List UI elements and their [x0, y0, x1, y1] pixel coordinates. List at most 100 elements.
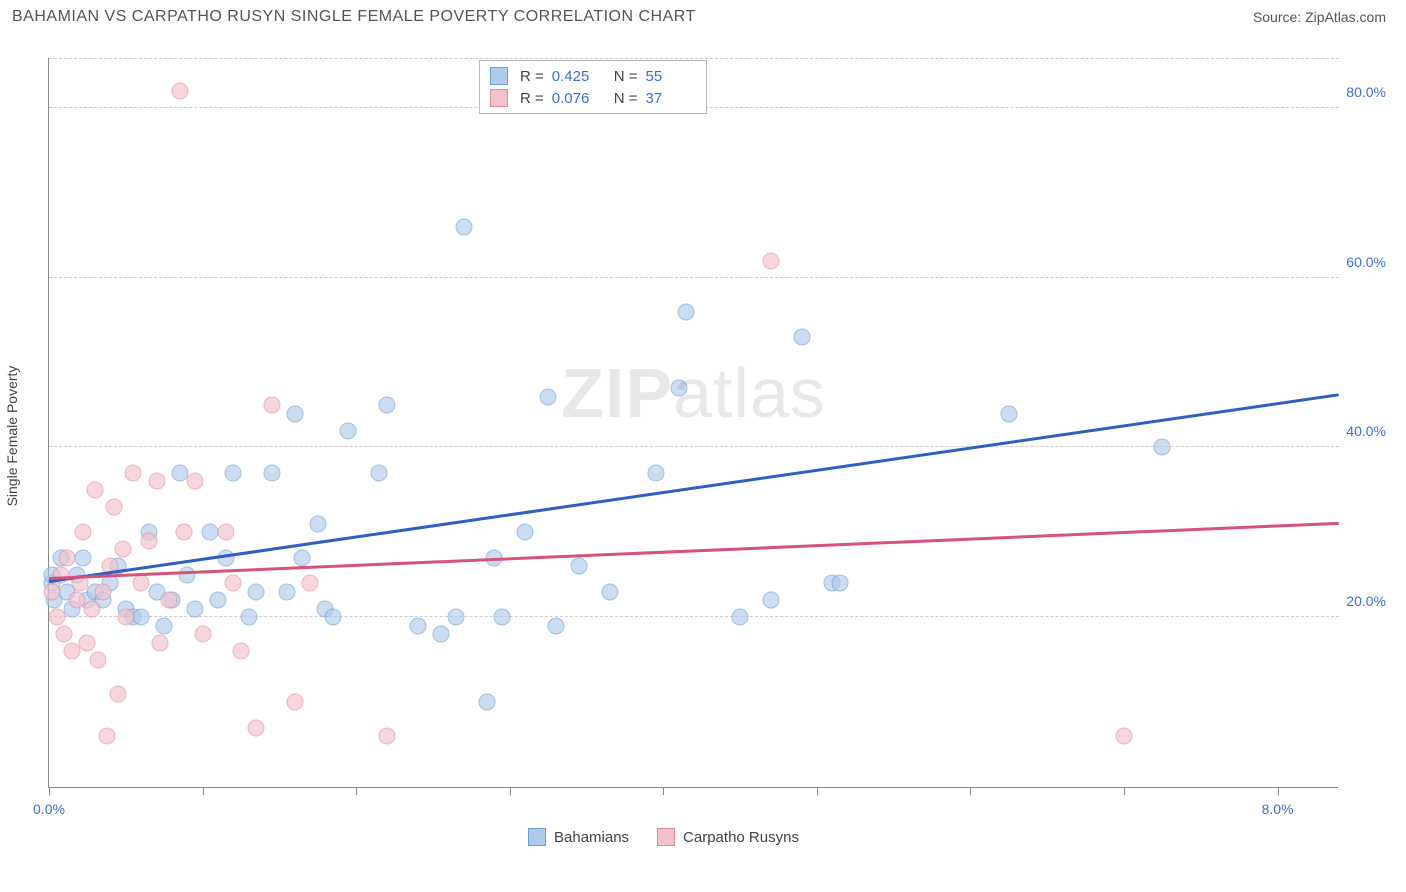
- data-point: [302, 575, 319, 592]
- stat-r-value: 0.425: [552, 68, 602, 85]
- x-tick: [817, 787, 818, 795]
- scatter-chart: Single Female Poverty ZIPatlas R =0.425N…: [48, 58, 1388, 814]
- trend-line: [49, 521, 1339, 579]
- data-point: [340, 422, 357, 439]
- legend-swatch: [490, 67, 508, 85]
- data-point: [90, 651, 107, 668]
- data-point: [133, 609, 150, 626]
- y-axis-label: Single Female Poverty: [4, 366, 20, 507]
- chart-header: BAHAMIAN VS CARPATHO RUSYN SINGLE FEMALE…: [0, 0, 1406, 30]
- stat-n-label: N =: [614, 68, 638, 85]
- x-tick-label: 0.0%: [33, 801, 65, 817]
- data-point: [186, 473, 203, 490]
- legend-label: Bahamians: [554, 829, 629, 846]
- data-point: [1154, 439, 1171, 456]
- data-point: [217, 524, 234, 541]
- data-point: [209, 592, 226, 609]
- stat-r-value: 0.076: [552, 90, 602, 107]
- chart-title: BAHAMIAN VS CARPATHO RUSYN SINGLE FEMALE…: [12, 8, 696, 26]
- data-point: [225, 464, 242, 481]
- data-point: [114, 541, 131, 558]
- gridline: [49, 446, 1339, 447]
- data-point: [793, 329, 810, 346]
- data-point: [432, 626, 449, 643]
- x-tick: [663, 787, 664, 795]
- data-point: [171, 464, 188, 481]
- data-point: [160, 592, 177, 609]
- data-point: [117, 609, 134, 626]
- trend-line: [49, 394, 1339, 584]
- stats-legend: R = 0.425 N = 55 R =0.076N =37: [479, 60, 707, 114]
- data-point: [670, 380, 687, 397]
- data-point: [44, 583, 61, 600]
- data-point: [225, 575, 242, 592]
- data-point: [309, 515, 326, 532]
- data-point: [455, 218, 472, 235]
- data-point: [409, 617, 426, 634]
- data-point: [371, 464, 388, 481]
- data-point: [263, 397, 280, 414]
- y-tick-label: 60.0%: [1340, 254, 1386, 270]
- data-point: [171, 82, 188, 99]
- data-point: [110, 685, 127, 702]
- data-point: [56, 626, 73, 643]
- stats-row: R =0.076N =37: [490, 87, 696, 109]
- data-point: [732, 609, 749, 626]
- data-point: [94, 583, 111, 600]
- y-tick-label: 40.0%: [1340, 423, 1386, 439]
- legend-item: Carpatho Rusyns: [657, 828, 799, 846]
- data-point: [325, 609, 342, 626]
- data-point: [74, 524, 91, 541]
- data-point: [286, 694, 303, 711]
- data-point: [1116, 728, 1133, 745]
- stat-r-label: R =: [520, 68, 544, 85]
- y-tick-label: 80.0%: [1340, 84, 1386, 100]
- x-tick-label: 8.0%: [1262, 801, 1294, 817]
- series-legend: Bahamians Carpatho Rusyns: [528, 828, 799, 846]
- data-point: [478, 694, 495, 711]
- data-point: [762, 252, 779, 269]
- data-point: [248, 719, 265, 736]
- x-tick: [203, 787, 204, 795]
- y-tick-label: 20.0%: [1340, 593, 1386, 609]
- data-point: [279, 583, 296, 600]
- data-point: [647, 464, 664, 481]
- data-point: [601, 583, 618, 600]
- data-point: [263, 464, 280, 481]
- data-point: [762, 592, 779, 609]
- data-point: [48, 609, 65, 626]
- data-point: [125, 464, 142, 481]
- legend-label: Carpatho Rusyns: [683, 829, 799, 846]
- data-point: [540, 388, 557, 405]
- data-point: [140, 532, 157, 549]
- data-point: [64, 643, 81, 660]
- data-point: [378, 397, 395, 414]
- data-point: [1000, 405, 1017, 422]
- x-tick: [1278, 787, 1279, 795]
- data-point: [678, 303, 695, 320]
- data-point: [286, 405, 303, 422]
- plot-area: ZIPatlas R =0.425N =55R =0.076N =37 20.0…: [48, 58, 1338, 788]
- x-tick: [356, 787, 357, 795]
- gridline: [49, 58, 1339, 59]
- x-tick: [1124, 787, 1125, 795]
- data-point: [87, 481, 104, 498]
- data-point: [133, 575, 150, 592]
- legend-item: Bahamians: [528, 828, 629, 846]
- stat-n-value: 55: [646, 68, 696, 85]
- data-point: [176, 524, 193, 541]
- data-point: [494, 609, 511, 626]
- data-point: [240, 609, 257, 626]
- legend-swatch: [490, 89, 508, 107]
- data-point: [151, 634, 168, 651]
- data-point: [186, 600, 203, 617]
- data-point: [294, 549, 311, 566]
- data-point: [447, 609, 464, 626]
- data-point: [831, 575, 848, 592]
- data-point: [79, 634, 96, 651]
- data-point: [156, 617, 173, 634]
- legend-swatch: [528, 828, 546, 846]
- stat-n-value: 37: [646, 90, 696, 107]
- data-point: [570, 558, 587, 575]
- data-point: [84, 600, 101, 617]
